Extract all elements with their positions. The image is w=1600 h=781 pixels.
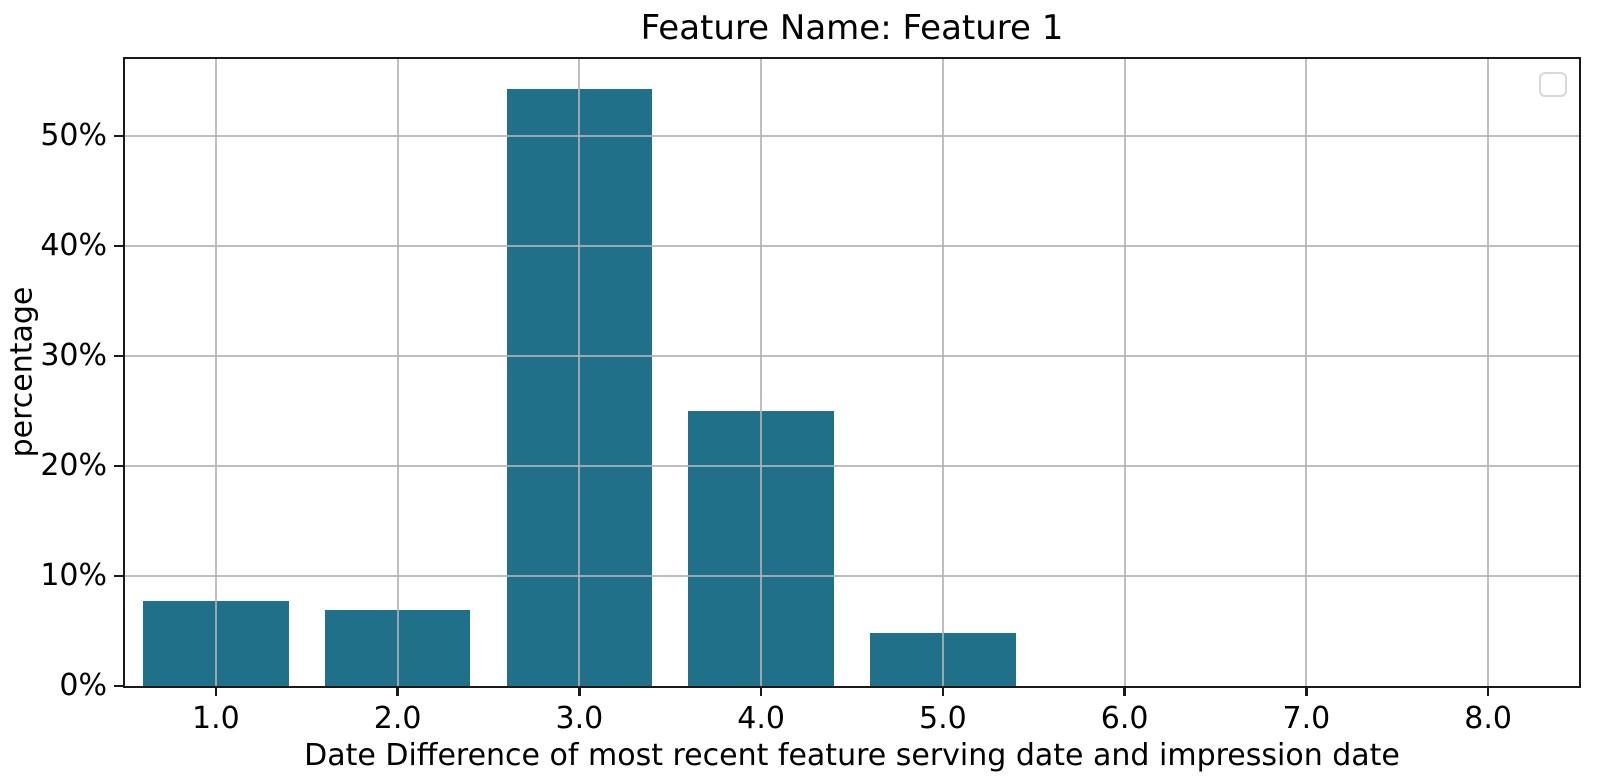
y-tick-label: 40% <box>40 228 107 263</box>
x-tick-label: 7.0 <box>1282 701 1331 736</box>
gridline-vertical <box>578 59 581 686</box>
y-tick-label: 50% <box>40 118 107 153</box>
x-tick-mark <box>396 687 399 696</box>
legend-box <box>1539 72 1567 97</box>
x-tick-mark <box>214 687 218 696</box>
x-axis-label: Date Difference of most recent feature s… <box>304 738 1400 773</box>
x-tick-label: 2.0 <box>373 701 422 736</box>
x-tick-mark <box>1123 687 1126 696</box>
x-tick-label: 1.0 <box>192 701 240 736</box>
x-tick-mark <box>1305 687 1308 696</box>
x-tick-mark <box>941 687 945 696</box>
x-tick-mark <box>1486 687 1490 696</box>
x-tick-label: 4.0 <box>737 701 785 736</box>
y-tick-mark <box>114 134 125 138</box>
y-tick-label: 10% <box>40 558 107 593</box>
y-tick-mark <box>114 684 125 688</box>
x-tick-label: 5.0 <box>919 701 967 736</box>
gridline-horizontal <box>125 355 1579 357</box>
gridline-vertical <box>1487 59 1490 686</box>
y-tick-label: 30% <box>40 338 107 373</box>
x-tick-mark <box>759 687 763 696</box>
chart-title: Feature Name: Feature 1 <box>640 8 1064 48</box>
gridline-horizontal <box>125 465 1579 467</box>
y-tick-mark <box>114 354 125 358</box>
gridline-vertical <box>760 59 763 686</box>
x-tick-label: 3.0 <box>555 701 604 736</box>
gridline-vertical <box>941 59 944 686</box>
y-tick-mark <box>114 244 125 248</box>
y-tick-mark <box>114 464 125 468</box>
gridline-vertical <box>1305 59 1308 686</box>
gridline-vertical <box>1123 59 1126 686</box>
gridline-vertical <box>396 59 399 686</box>
y-tick-mark <box>114 574 125 578</box>
gridline-horizontal <box>125 135 1579 137</box>
y-tick-label: 20% <box>40 448 107 483</box>
gridline-horizontal <box>125 575 1579 577</box>
x-tick-label: 6.0 <box>1100 701 1149 736</box>
y-tick-label: 0% <box>59 668 107 703</box>
x-tick-label: 8.0 <box>1464 701 1512 736</box>
gridline-horizontal <box>125 245 1579 247</box>
x-tick-mark <box>578 687 581 696</box>
plot-area <box>123 57 1581 688</box>
gridline-vertical <box>214 59 217 686</box>
